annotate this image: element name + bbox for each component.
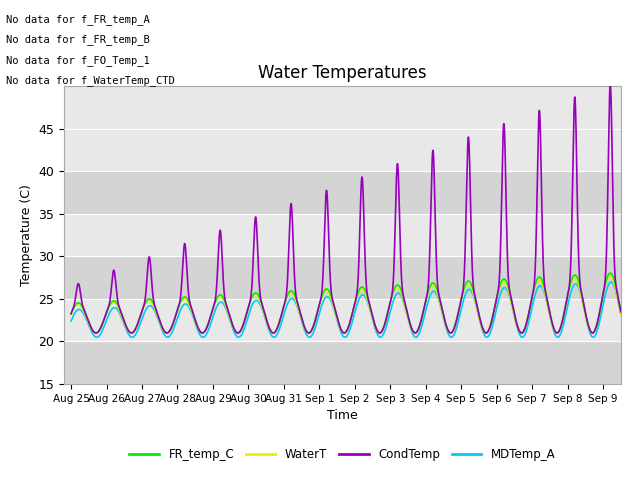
MDTemp_A <box>270 335 278 340</box>
FR_temp_C <box>163 330 170 336</box>
CondTemp <box>606 84 614 89</box>
WaterT <box>617 312 625 318</box>
MDTemp_A <box>278 318 286 324</box>
MDTemp_A <box>547 318 555 324</box>
Line: FR_temp_C: FR_temp_C <box>71 273 621 333</box>
Legend: FR_temp_C, WaterT, CondTemp, MDTemp_A: FR_temp_C, WaterT, CondTemp, MDTemp_A <box>125 444 560 466</box>
CondTemp <box>607 84 614 89</box>
Text: No data for f_FR_temp_A: No data for f_FR_temp_A <box>6 14 150 25</box>
MDTemp_A <box>163 334 170 340</box>
MDTemp_A <box>130 334 138 339</box>
FR_temp_C <box>67 311 75 317</box>
Line: CondTemp: CondTemp <box>71 86 621 333</box>
CondTemp <box>163 330 170 336</box>
Text: No data for f_FO_Temp_1: No data for f_FO_Temp_1 <box>6 55 150 66</box>
FR_temp_C <box>302 327 310 333</box>
MDTemp_A <box>617 312 625 317</box>
X-axis label: Time: Time <box>327 409 358 422</box>
CondTemp <box>67 311 75 317</box>
FR_temp_C <box>617 309 625 314</box>
FR_temp_C <box>278 310 286 315</box>
Text: No data for f_FR_temp_B: No data for f_FR_temp_B <box>6 35 150 46</box>
WaterT <box>163 330 170 336</box>
WaterT <box>130 328 138 334</box>
MDTemp_A <box>607 279 615 285</box>
FR_temp_C <box>130 328 138 334</box>
WaterT <box>607 273 614 279</box>
Line: WaterT: WaterT <box>71 276 621 333</box>
Bar <box>64 171 621 214</box>
Y-axis label: Temperature (C): Temperature (C) <box>20 184 33 286</box>
MDTemp_A <box>606 279 614 285</box>
FR_temp_C <box>92 330 100 336</box>
WaterT <box>547 318 555 324</box>
Line: MDTemp_A: MDTemp_A <box>71 282 621 337</box>
Bar <box>64 341 621 384</box>
WaterT <box>278 309 286 315</box>
WaterT <box>67 311 75 316</box>
WaterT <box>127 330 135 336</box>
CondTemp <box>92 330 100 336</box>
WaterT <box>606 273 614 279</box>
MDTemp_A <box>302 331 310 336</box>
Bar <box>64 256 621 299</box>
CondTemp <box>617 309 625 314</box>
CondTemp <box>278 310 286 315</box>
Title: Water Temperatures: Water Temperatures <box>258 64 427 82</box>
FR_temp_C <box>547 315 555 321</box>
CondTemp <box>302 327 310 333</box>
CondTemp <box>130 328 138 334</box>
FR_temp_C <box>607 270 614 276</box>
Text: No data for f_WaterTemp_CTD: No data for f_WaterTemp_CTD <box>6 75 175 86</box>
WaterT <box>302 328 310 334</box>
CondTemp <box>547 315 555 321</box>
FR_temp_C <box>606 270 614 276</box>
MDTemp_A <box>67 318 75 324</box>
